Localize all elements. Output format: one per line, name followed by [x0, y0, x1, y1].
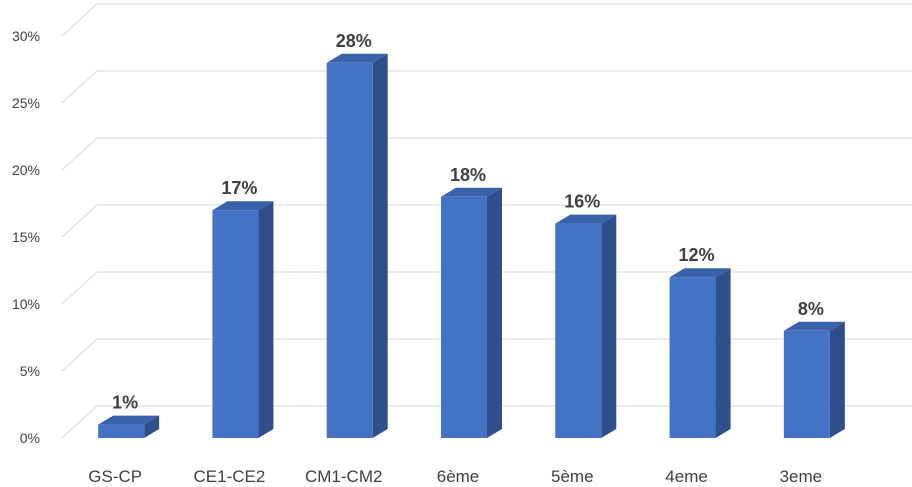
- bar-top: [98, 415, 160, 425]
- bar-front: [555, 223, 602, 438]
- gridline: [61, 204, 912, 238]
- gridline: [61, 338, 912, 372]
- bar-top: [326, 53, 388, 63]
- bar-top: [669, 268, 731, 278]
- bar-front: [669, 277, 716, 438]
- data-label: 18%: [450, 165, 486, 185]
- x-category-label: 4eme: [665, 467, 708, 486]
- bar-front: [212, 210, 259, 438]
- bar-front: [783, 330, 830, 438]
- data-label: 8%: [798, 299, 824, 319]
- x-category-label: CE1-CE2: [194, 467, 266, 486]
- y-tick-label: 5%: [20, 363, 40, 379]
- bar-top: [783, 321, 845, 331]
- data-label: 1%: [112, 393, 138, 413]
- x-category-label: CM1-CM2: [305, 467, 382, 486]
- y-tick-label: 0%: [20, 430, 40, 446]
- bar-front: [326, 62, 373, 439]
- bar-side: [487, 187, 502, 438]
- gridline: [61, 137, 912, 171]
- bar-side: [601, 214, 617, 438]
- bar: [326, 53, 388, 439]
- gridline: [61, 70, 912, 104]
- x-category-label: 5ème: [551, 467, 594, 486]
- y-tick-label: 30%: [12, 28, 40, 44]
- y-axis-ticks: 0% 5% 10% 15% 20% 25% 30%: [12, 28, 40, 446]
- x-axis-categories: GS-CP CE1-CE2 CM1-CM2 6ème 5ème 4eme 3eme: [88, 467, 822, 486]
- bar: [783, 321, 845, 438]
- bar-side: [715, 268, 731, 438]
- y-tick-label: 15%: [12, 229, 40, 245]
- gridline: [61, 405, 912, 439]
- gridline: [61, 271, 912, 305]
- data-label: 12%: [679, 245, 715, 265]
- bar: [441, 187, 502, 438]
- bar: [555, 214, 617, 438]
- bar-front: [441, 196, 487, 438]
- data-label: 17%: [221, 178, 257, 198]
- bar: [669, 268, 731, 438]
- data-label: 16%: [564, 192, 600, 212]
- x-category-label: 6ème: [437, 467, 480, 486]
- bar: [212, 201, 274, 438]
- bar-front: [98, 424, 145, 438]
- bar-side: [144, 415, 160, 438]
- data-label: 28%: [336, 31, 372, 51]
- bar-top: [555, 214, 617, 224]
- bars: [98, 53, 845, 439]
- bar-side: [372, 53, 388, 439]
- bar: [98, 415, 160, 438]
- gridline: [61, 3, 912, 37]
- y-tick-label: 10%: [12, 296, 40, 312]
- grid-layer: [61, 3, 912, 439]
- y-tick-label: 25%: [12, 95, 40, 111]
- bar-top: [212, 201, 274, 211]
- bar-top: [441, 187, 502, 197]
- y-tick-label: 20%: [12, 162, 40, 178]
- bar-side: [829, 321, 845, 438]
- bar-side: [258, 201, 274, 438]
- x-category-label: GS-CP: [88, 467, 142, 486]
- x-category-label: 3eme: [780, 467, 823, 486]
- data-labels: 1% 17% 28% 18% 16% 12% 8%: [112, 31, 824, 413]
